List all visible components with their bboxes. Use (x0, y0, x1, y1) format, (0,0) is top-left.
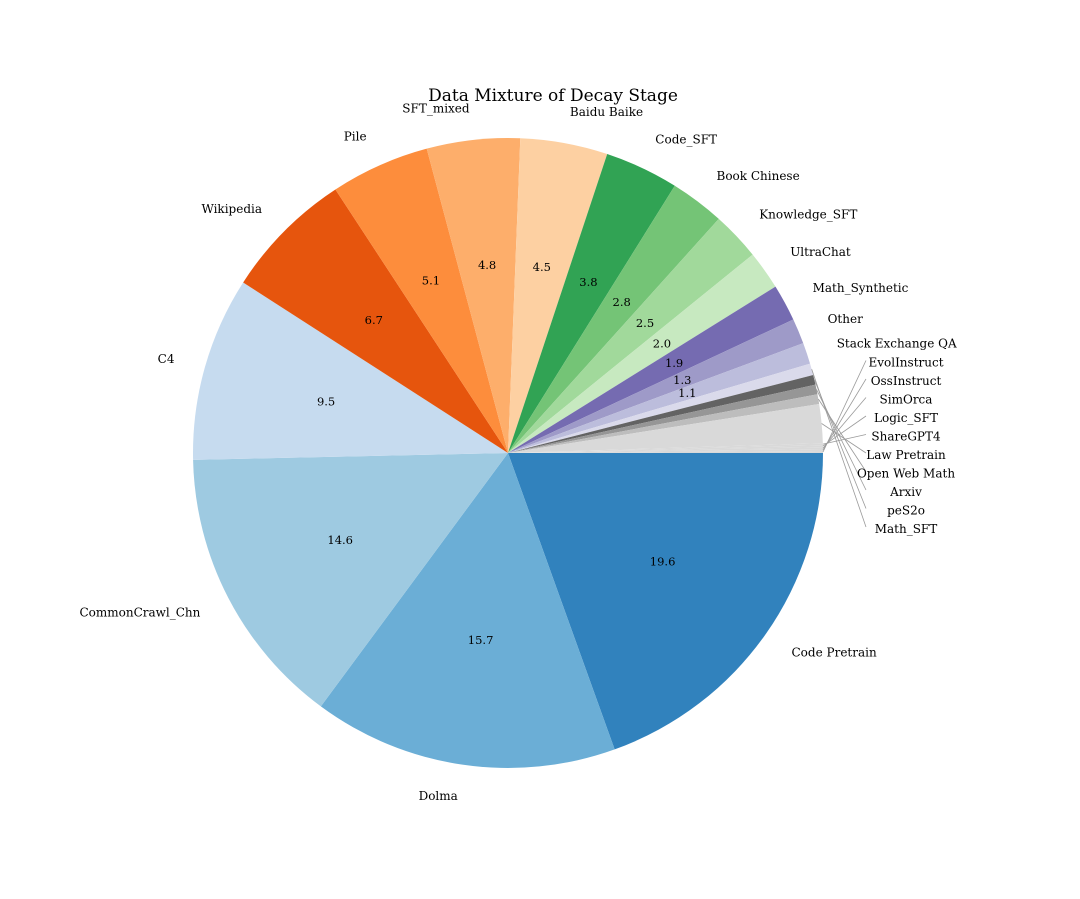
pie-slice-baidu-baike (508, 138, 608, 453)
slice-label-ossinstruct: OssInstruct (871, 374, 942, 388)
slice-label-open-web-math: Open Web Math (857, 467, 955, 481)
slice-label-other: Other (828, 312, 863, 326)
pie-slice-c4 (193, 282, 508, 460)
leader-line-evolinstruct (822, 360, 867, 453)
pie-slice-knowledge-sft (508, 218, 753, 453)
slice-label-book-chinese: Book Chinese (717, 169, 800, 183)
pie-slice-simorca (508, 447, 823, 453)
pie-slice-arxiv (508, 384, 818, 453)
slice-label-arxiv: Arxiv (889, 485, 922, 499)
slice-label-pes2o: peS2o (887, 504, 925, 518)
pct-label-wikipedia: 6.7 (365, 313, 383, 327)
slice-label-code-pretrain: Code Pretrain (792, 645, 877, 659)
pct-label-code-pretrain: 19.6 (650, 555, 676, 569)
pie-slice-dolma (320, 453, 615, 769)
pct-label-stack-exchange-qa: 1.1 (678, 386, 696, 400)
pie-slices (193, 138, 823, 769)
pct-label-sft-mixed: 4.8 (478, 258, 496, 272)
slice-label-sharegpt4: ShareGPT4 (871, 430, 941, 444)
slice-label-dolma: Dolma (419, 789, 458, 803)
slice-label-knowledge-sft: Knowledge_SFT (759, 207, 857, 221)
pct-label-book-chinese: 2.8 (613, 295, 631, 309)
pie-slice-math-sft (508, 363, 814, 453)
leader-line-pes2o (814, 379, 867, 509)
leader-line-law-pretrain (821, 423, 867, 454)
pct-label-pile: 5.1 (422, 274, 440, 288)
pie-slice-ossinstruct (508, 449, 823, 453)
slice-label-simorca: SimOrca (880, 393, 933, 407)
slice-label-evolinstruct: EvolInstruct (868, 356, 943, 370)
pie-slice-sft-mixed (426, 138, 521, 453)
leader-lines (811, 360, 867, 528)
pct-label-baidu-baike: 4.5 (533, 260, 551, 274)
slice-label-law-pretrain: Law Pretrain (866, 448, 946, 462)
slice-label-commoncrawl-chn: CommonCrawl_Chn (79, 606, 200, 620)
pct-label-commoncrawl-chn: 14.6 (327, 533, 353, 547)
pie-slice-math-synthetic (508, 286, 794, 453)
pie-slice-law-pretrain (508, 403, 823, 453)
slice-label-stack-exchange-qa: Stack Exchange QA (837, 336, 957, 350)
slice-label-ultrachat: UltraChat (790, 245, 851, 259)
pie-slice-pile (335, 148, 508, 453)
pie-slice-code-sft (508, 154, 675, 453)
category-labels: Code Pretrain Dolma CommonCrawl_Chn C4 Wikip… (79, 102, 957, 803)
pie-slice-book-chinese (508, 185, 719, 453)
pct-label-ultrachat: 2.0 (653, 336, 671, 350)
percentage-labels: 19.6 15.7 14.6 9.5 6.7 5.1 4.8 4.5 3.8 2.8 2.5 2.0 1… (317, 258, 696, 647)
pie-slice-evolinstruct (508, 451, 823, 453)
slice-label-sft-mixed: SFT_mixed (402, 102, 470, 116)
pct-label-other: 1.3 (673, 373, 691, 387)
pie-slice-stack-exchange-qa (508, 343, 811, 453)
slice-label-math-sft: Math_SFT (875, 522, 938, 536)
slice-label-baidu-baike: Baidu Baike (570, 105, 643, 119)
leader-line-open-web-math (818, 398, 867, 472)
slice-label-wikipedia: Wikipedia (201, 202, 262, 216)
pct-label-knowledge-sft: 2.5 (636, 316, 654, 330)
slice-label-logic-sft: Logic_SFT (874, 411, 938, 425)
leader-line-simorca (822, 397, 867, 449)
pie-slice-sharegpt4 (508, 443, 823, 453)
pie-slice-pes2o (508, 375, 816, 453)
pct-label-code-sft: 3.8 (579, 275, 597, 289)
pct-label-c4: 9.5 (317, 395, 335, 409)
leader-line-ossinstruct (822, 378, 867, 451)
pie-slice-commoncrawl-chn (193, 453, 508, 707)
leader-line-sharegpt4 (822, 434, 867, 445)
pie-slice-ultrachat (508, 254, 776, 453)
pie-slice-wikipedia (243, 189, 508, 453)
slice-label-c4: C4 (158, 352, 175, 366)
chart-title: Data Mixture of Decay Stage (428, 86, 678, 106)
pie-slice-other (508, 319, 804, 453)
leader-line-logic-sft (822, 415, 867, 447)
pie-slice-open-web-math (508, 394, 820, 453)
pct-label-dolma: 15.7 (468, 633, 494, 647)
pct-label-math-synthetic: 1.9 (665, 356, 683, 370)
pie-slice-code-pretrain (508, 453, 823, 750)
pie-slice-logic-sft (508, 445, 823, 453)
slice-label-pile: Pile (344, 130, 367, 144)
slice-label-math-synthetic: Math_Synthetic (813, 281, 909, 295)
slice-label-code-sft: Code_SFT (655, 132, 717, 146)
